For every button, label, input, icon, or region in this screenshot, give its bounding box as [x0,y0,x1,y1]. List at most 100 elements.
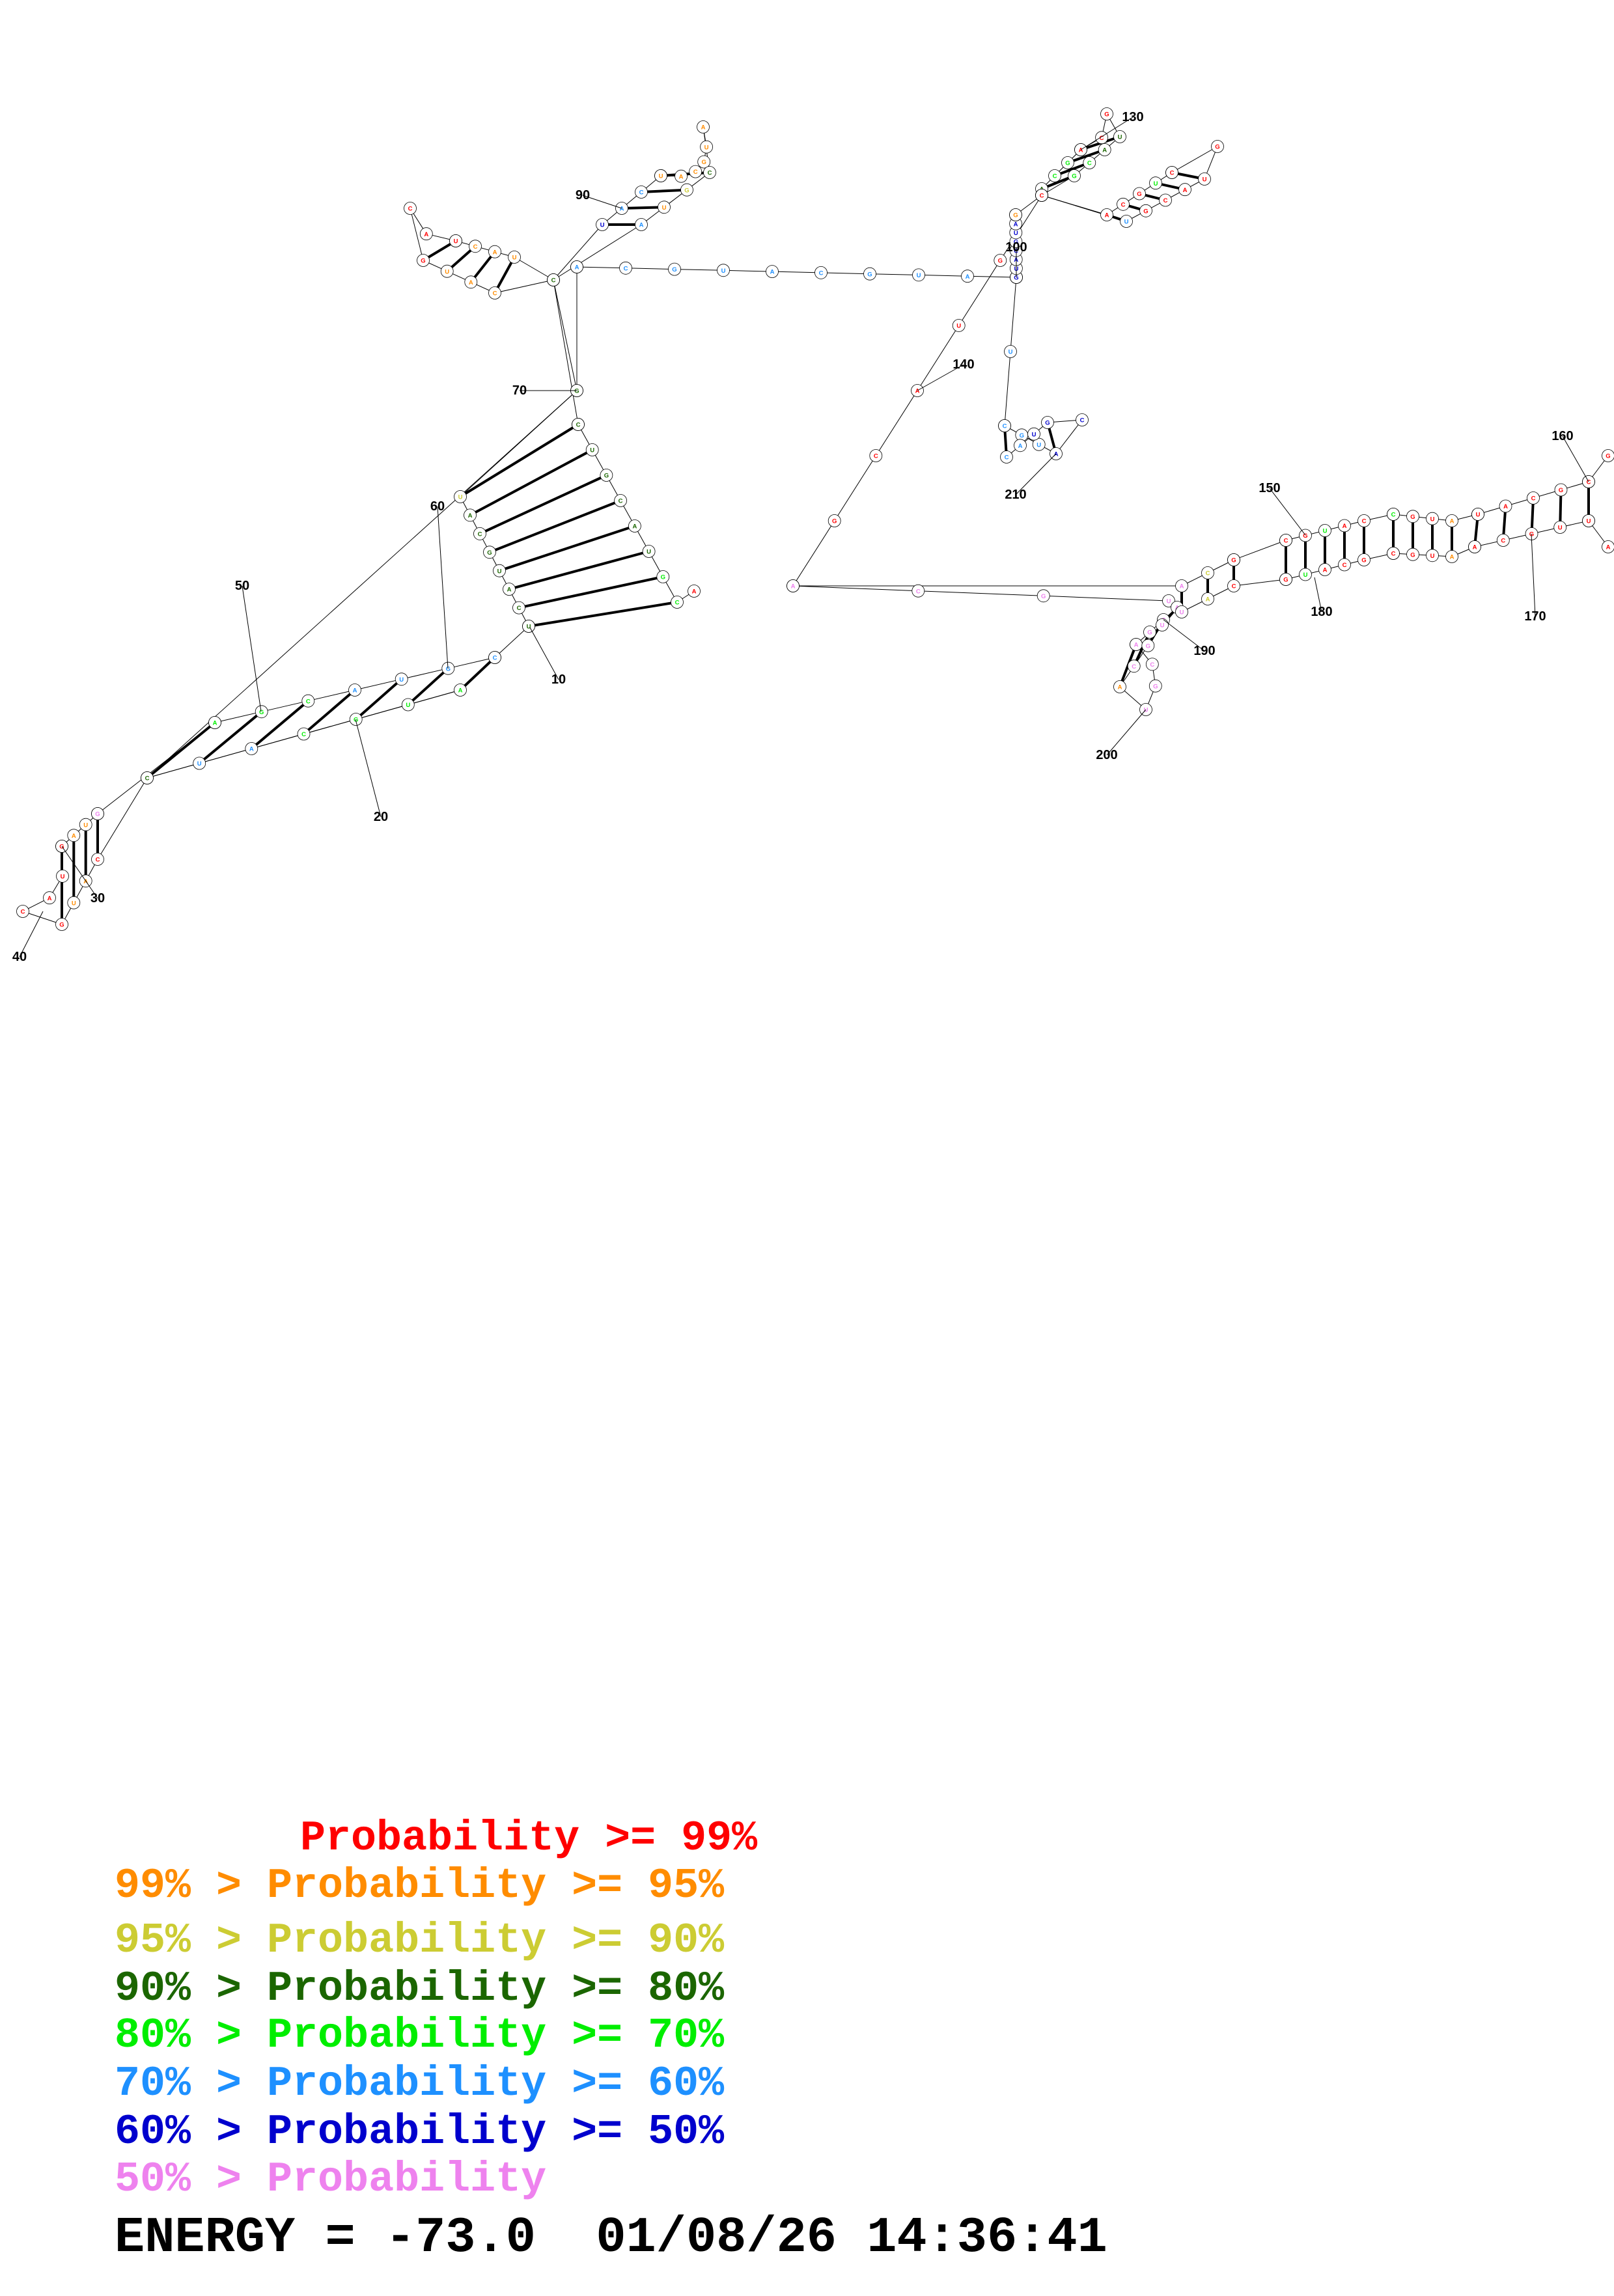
svg-text:C: C [1391,512,1396,519]
svg-text:40: 40 [12,950,27,964]
svg-text:G: G [1410,551,1415,559]
svg-text:C: C [576,422,581,429]
svg-text:C: C [1150,661,1154,669]
svg-text:190: 190 [1193,644,1215,658]
svg-text:150: 150 [1259,481,1280,495]
svg-text:G: G [1020,432,1024,439]
svg-text:C: C [1206,570,1210,577]
svg-text:U: U [1587,518,1591,525]
svg-text:U: U [1118,134,1122,141]
svg-text:100: 100 [1005,240,1027,255]
svg-text:A: A [915,388,920,395]
svg-text:G: G [59,844,64,851]
svg-text:A: A [1079,147,1083,154]
svg-text:G: G [867,271,872,278]
svg-text:G: G [1147,629,1152,637]
svg-text:160: 160 [1551,429,1573,443]
svg-text:C: C [1053,173,1057,180]
svg-text:90: 90 [576,188,590,202]
svg-text:A: A [701,124,706,131]
svg-text:U: U [1009,349,1013,356]
svg-text:C: C [473,243,478,251]
svg-text:C: C [619,498,623,505]
svg-text:A: A [1102,147,1107,154]
svg-text:G: G [1065,160,1070,167]
svg-text:G: G [59,922,64,929]
svg-text:G: G [259,709,264,716]
svg-text:G: G [1283,577,1288,584]
svg-text:C: C [493,290,497,297]
svg-text:C: C [1132,663,1136,671]
svg-text:A: A [575,264,579,271]
svg-text:140: 140 [953,357,974,372]
svg-text:U: U [497,568,502,575]
svg-text:U: U [1154,180,1158,187]
svg-text:A: A [507,587,512,594]
svg-text:G: G [421,258,425,265]
svg-text:U: U [454,238,458,245]
svg-text:C: C [408,206,413,213]
svg-text:G: G [1559,487,1563,494]
svg-text:A: A [1206,596,1210,603]
svg-text:C: C [693,169,698,176]
svg-text:A: A [692,588,697,596]
svg-text:C: C [1121,201,1126,208]
svg-text:30: 30 [90,891,105,906]
svg-text:G: G [604,473,609,480]
svg-text:170: 170 [1524,609,1546,624]
svg-text:A: A [1054,451,1059,458]
svg-text:C: C [1284,538,1288,545]
svg-text:U: U [956,323,961,330]
svg-text:A: A [770,269,775,276]
svg-text:A: A [1503,503,1508,510]
svg-text:U: U [1160,622,1165,629]
svg-text:A: A [468,512,473,519]
svg-text:A: A [639,222,644,229]
svg-text:200: 200 [1096,748,1117,762]
svg-text:A: A [1473,544,1477,551]
svg-text:C: C [96,857,100,864]
svg-text:A: A [1180,583,1184,590]
svg-text:U: U [590,447,594,454]
svg-text:G: G [1104,111,1109,118]
svg-text:A: A [679,173,684,180]
svg-text:G: G [1137,191,1141,198]
svg-text:A: A [493,249,497,256]
svg-text:U: U [1303,572,1308,579]
svg-text:G: G [702,159,706,166]
svg-text:A: A [1018,443,1023,450]
svg-text:U: U [406,702,410,709]
svg-text:U: U [1476,512,1481,519]
svg-text:G: G [832,518,837,525]
svg-text:A: A [249,746,254,753]
svg-text:A: A [213,720,217,727]
svg-text:G: G [1143,208,1148,215]
svg-text:C: C [1080,417,1085,424]
svg-text:G: G [1410,514,1415,521]
svg-text:C: C [1003,423,1007,430]
svg-text:C: C [1362,518,1367,525]
svg-text:U: U [1430,553,1435,560]
svg-text:A: A [48,895,52,902]
svg-text:A: A [1450,554,1454,561]
svg-text:G: G [684,187,689,194]
svg-text:U: U [647,549,651,556]
svg-text:C: C [21,909,25,916]
svg-text:130: 130 [1122,110,1143,124]
svg-text:C: C [708,170,712,177]
svg-text:A: A [469,279,473,286]
svg-text:C: C [1170,170,1175,177]
svg-text:C: C [306,698,311,705]
svg-text:C: C [639,189,644,197]
svg-text:20: 20 [374,810,388,824]
svg-text:C: C [301,731,306,738]
svg-text:G: G [1303,533,1307,540]
svg-text:A: A [1134,642,1139,649]
svg-text:U: U [1144,707,1148,714]
svg-text:A: A [1014,221,1018,228]
svg-text:C: C [1391,551,1396,558]
svg-text:C: C [1040,193,1044,200]
svg-text:C: C [1587,479,1591,486]
svg-text:U: U [1430,516,1435,523]
svg-text:G: G [661,574,665,581]
